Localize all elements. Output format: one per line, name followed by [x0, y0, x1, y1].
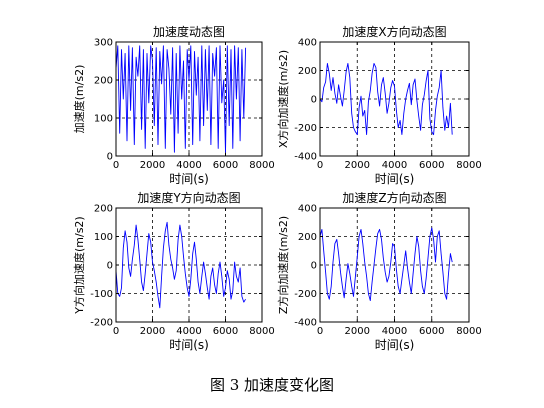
x-axis-label: 时间(s)	[375, 172, 415, 186]
y-tick-label: 200	[298, 232, 317, 243]
y-tick-label: -100	[90, 289, 113, 300]
y-tick-label: 0	[311, 261, 317, 272]
y-tick-label: 0	[311, 95, 317, 106]
chart-title: 加速度X方向动态图	[342, 24, 446, 39]
x-tick-label: 0	[317, 326, 323, 337]
x-tick-label: 2000	[345, 326, 370, 337]
chart-title: 加速度Z方向动态图	[342, 190, 446, 205]
subplot-4: 0 2000 4000 6000 8000 -400 -200 0 200 400 加速度Z方向动态…	[276, 190, 482, 352]
series-line-1	[115, 221, 246, 309]
y-tick-label: 300	[94, 38, 113, 49]
x-tick-label: 0	[113, 326, 119, 337]
x-axis-label: 时间(s)	[169, 172, 209, 186]
figure-caption: 图 3 加速度变化图	[209, 376, 335, 394]
y-tick-label: 200	[94, 204, 113, 215]
series-line-1	[319, 227, 453, 302]
y-tick-label: 400	[298, 204, 317, 215]
y-tick-label: 400	[298, 38, 317, 49]
y-tick-label: -200	[294, 289, 317, 300]
x-tick-label: 8000	[249, 160, 274, 171]
x-tick-label: 2000	[140, 326, 165, 337]
x-axis-label: 时间(s)	[375, 338, 415, 352]
x-tick-label: 6000	[419, 160, 444, 171]
y-tick-label: -400	[294, 318, 317, 329]
y-tick-label: 100	[94, 232, 113, 243]
series-line-1	[115, 45, 247, 153]
subplot-3: 0 2000 4000 6000 8000 -200 -100 0 100 200 加速度Y方向动态…	[72, 190, 275, 352]
chart-title: 加速度动态图	[153, 24, 225, 39]
y-tick-label: -200	[90, 318, 113, 329]
x-tick-label: 4000	[176, 160, 201, 171]
chart-title: 加速度Y方向动态图	[137, 190, 240, 205]
y-axis-label: Y方向加速度(m/s2)	[72, 216, 86, 314]
y-axis-label: 加速度(m/s2)	[72, 65, 86, 134]
subplot-2: 0 2000 4000 6000 8000 -400 -200 0 200 400 加速度X方向动态…	[276, 24, 482, 186]
x-tick-label: 8000	[456, 160, 481, 171]
y-axis-label: X方向加速度(m/s2)	[276, 50, 290, 148]
x-axis-label: 时间(s)	[169, 338, 209, 352]
x-tick-label: 2000	[345, 160, 370, 171]
x-tick-label: 8000	[456, 326, 481, 337]
series-line-1	[319, 62, 453, 136]
x-tick-label: 8000	[249, 326, 274, 337]
y-tick-label: 0	[107, 261, 113, 272]
y-tick-label: 0	[107, 152, 113, 163]
x-tick-label: 0	[317, 160, 323, 171]
x-tick-label: 6000	[213, 160, 238, 171]
x-tick-label: 6000	[213, 326, 238, 337]
x-tick-label: 4000	[176, 326, 201, 337]
x-tick-label: 2000	[140, 160, 165, 171]
y-tick-label: -400	[294, 152, 317, 163]
y-tick-label: -200	[294, 123, 317, 134]
y-tick-label: 200	[298, 66, 317, 77]
x-tick-label: 4000	[382, 326, 407, 337]
x-tick-label: 6000	[419, 326, 444, 337]
y-axis-label: Z方向加速度(m/s2)	[276, 216, 290, 314]
y-tick-label: 100	[94, 114, 113, 125]
x-tick-label: 0	[113, 160, 119, 171]
x-tick-label: 4000	[382, 160, 407, 171]
y-tick-label: 200	[94, 76, 113, 87]
